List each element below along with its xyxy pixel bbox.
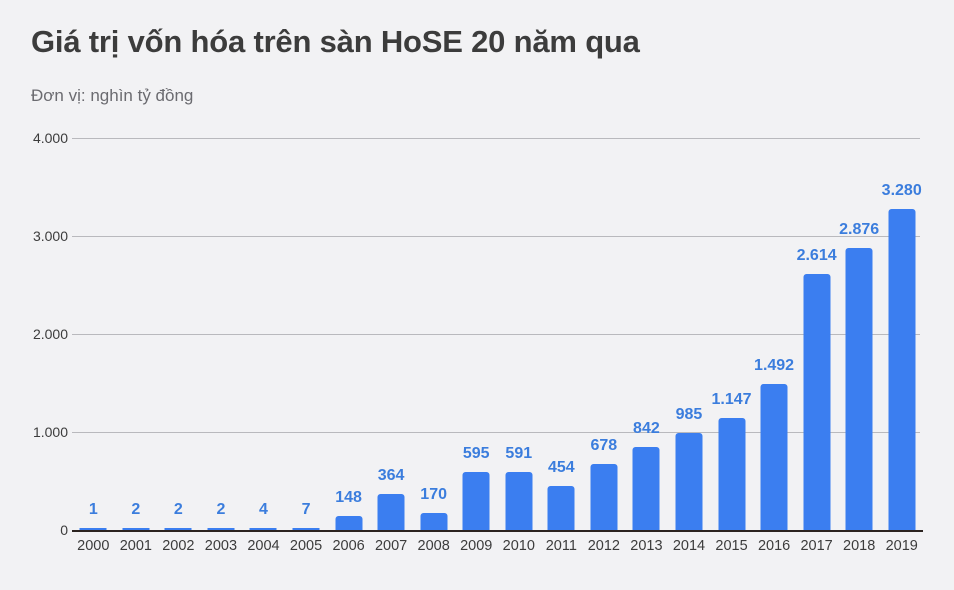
bar-value-label: 364: [377, 467, 405, 485]
bar[interactable]: [675, 433, 703, 530]
x-axis-tick-label: 2011: [545, 538, 577, 554]
bar-group[interactable]: 170: [412, 138, 455, 530]
x-axis-tick-label: 2009: [460, 538, 493, 554]
bar-group[interactable]: 1.147: [710, 138, 753, 530]
x-axis-tick-label: 2000: [77, 538, 110, 554]
bar-value-label: 2: [173, 501, 183, 518]
gridline: [72, 138, 920, 139]
x-axis-tick-label: 2010: [502, 538, 535, 554]
x-axis-tick-label: 2006: [332, 538, 365, 554]
bar[interactable]: [547, 485, 575, 530]
gridline: [72, 432, 920, 433]
bar-group[interactable]: 454: [540, 138, 583, 530]
bar[interactable]: [122, 528, 150, 530]
x-axis-tick-label: 2017: [800, 538, 833, 554]
bar-value-label: 595: [462, 444, 490, 462]
bar-value-label: 678: [590, 436, 618, 454]
bar-group[interactable]: 1.492: [753, 138, 796, 530]
bar-value-label: 4: [259, 501, 268, 518]
y-axis-tick-label: 1.000: [32, 424, 68, 440]
x-axis-tick-label: 2015: [715, 538, 748, 554]
bar-group[interactable]: 985: [668, 138, 711, 530]
x-axis-tick-label: 2004: [247, 538, 280, 554]
page-title: Giá trị vốn hóa trên sàn HoSE 20 năm qua: [31, 24, 640, 59]
x-axis-tick-label: 2005: [289, 538, 323, 554]
bar-value-label: 842: [633, 420, 660, 438]
y-axis-tick-label: 4.000: [32, 130, 68, 146]
bar[interactable]: [462, 471, 490, 530]
bar[interactable]: [845, 248, 873, 530]
bar-value-label: 2: [131, 501, 141, 518]
bar-group[interactable]: 148: [327, 138, 370, 530]
x-axis-tick-label: 2012: [587, 538, 620, 554]
bar-group[interactable]: 4: [242, 138, 285, 530]
bar[interactable]: [888, 208, 916, 530]
bar-value-label: 2.876: [839, 221, 880, 239]
x-axis-line: [72, 530, 923, 532]
x-axis-tick-label: 2002: [162, 538, 195, 554]
bar-group[interactable]: 2: [157, 138, 200, 530]
bar-value-label: 591: [505, 445, 533, 463]
bar-group[interactable]: 2: [200, 138, 243, 530]
bar-group[interactable]: 1: [72, 138, 115, 530]
bar-series: 1 2 2 2 4 7 148 364 170 595 591 454 678 842 985 1.147 1.…: [72, 138, 923, 530]
bar[interactable]: [505, 472, 533, 530]
bar-value-label: 985: [675, 406, 703, 424]
x-axis-tick-label: 2016: [757, 538, 791, 554]
bar[interactable]: [420, 513, 448, 530]
bar-group[interactable]: 591: [498, 138, 541, 530]
bar-group[interactable]: 595: [455, 138, 498, 530]
bar[interactable]: [803, 273, 831, 530]
bar-value-label: 1: [88, 501, 98, 518]
bar-value-label: 1.147: [711, 390, 752, 408]
x-axis-tick-label: 2014: [672, 538, 706, 554]
bar[interactable]: [718, 417, 746, 530]
bar[interactable]: [164, 528, 192, 530]
bar[interactable]: [377, 494, 405, 530]
x-axis-tick-label: 2019: [885, 538, 918, 554]
bar-group[interactable]: 2: [115, 138, 158, 530]
y-axis-tick-label: 0: [60, 522, 68, 538]
y-axis-tick-label: 3.000: [32, 228, 68, 244]
bar-value-label: 7: [301, 501, 311, 518]
bar-group[interactable]: 842: [625, 138, 668, 530]
bar[interactable]: [632, 447, 660, 530]
x-axis-tick-label: 2007: [374, 538, 408, 554]
bar-value-label: 3.280: [881, 181, 922, 199]
bar-group[interactable]: 2.614: [795, 138, 838, 530]
bar-value-label: 148: [335, 488, 362, 506]
x-axis-labels: 2000 2001 2002 2003 2004 2005 2006 2007 2008 2009…: [72, 538, 923, 568]
bar-value-label: 2.614: [796, 246, 837, 264]
x-axis-tick-label: 2003: [204, 538, 238, 554]
bar-group[interactable]: 7: [285, 138, 328, 530]
bar-group[interactable]: 3.280: [880, 138, 923, 530]
bar[interactable]: [79, 528, 107, 530]
bar-value-label: 2: [216, 501, 226, 518]
gridline: [72, 334, 920, 335]
x-axis-tick-label: 2013: [630, 538, 663, 554]
bar-group[interactable]: 678: [583, 138, 626, 530]
bar-group[interactable]: 2.876: [838, 138, 881, 530]
gridline: [72, 236, 920, 237]
x-axis-tick-label: 2001: [119, 538, 152, 554]
x-axis-tick-label: 2008: [417, 538, 450, 554]
bar[interactable]: [335, 515, 363, 530]
bar-value-label: 454: [547, 458, 575, 476]
bar[interactable]: [292, 528, 320, 530]
bar[interactable]: [249, 528, 277, 530]
bar-value-label: 170: [420, 486, 448, 504]
bar[interactable]: [760, 383, 788, 530]
bar-group[interactable]: 364: [370, 138, 413, 530]
x-axis-tick-label: 2018: [843, 538, 876, 554]
bar-value-label: 1.492: [754, 356, 795, 374]
y-axis-tick-label: 2.000: [32, 326, 68, 342]
chart-subtitle: Đơn vị: nghìn tỷ đồng: [31, 86, 194, 105]
bar[interactable]: [207, 528, 235, 530]
bar[interactable]: [590, 463, 618, 530]
